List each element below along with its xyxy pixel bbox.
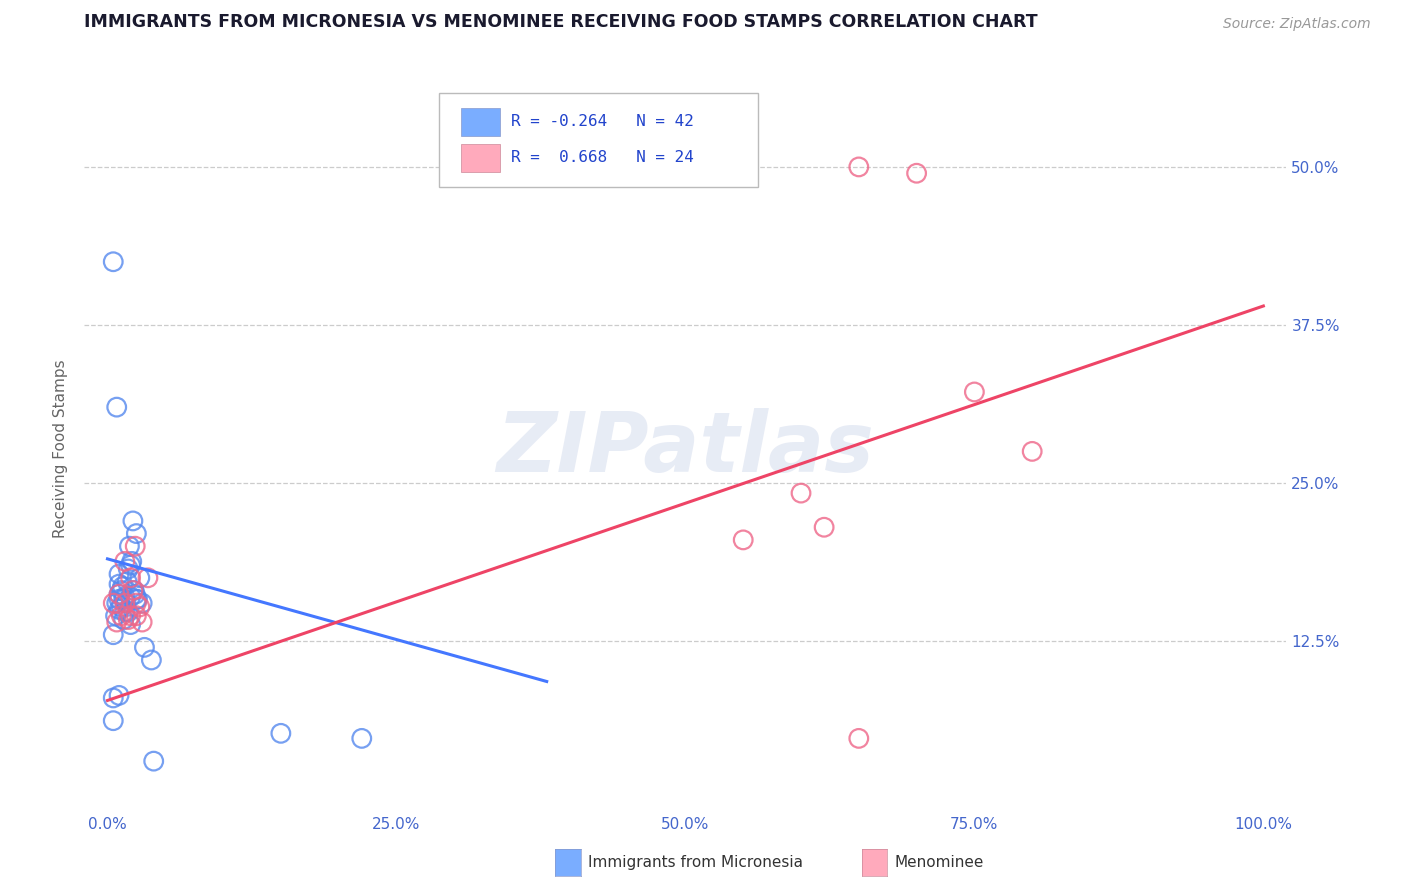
Point bbox=[128, 599, 150, 614]
Point bbox=[111, 580, 134, 594]
Point bbox=[122, 583, 145, 598]
Point bbox=[105, 615, 128, 629]
Text: ZIPatlas: ZIPatlas bbox=[496, 408, 875, 489]
Point bbox=[270, 726, 292, 740]
Point bbox=[142, 754, 165, 768]
Point bbox=[122, 514, 145, 528]
Point bbox=[105, 596, 128, 610]
Point bbox=[963, 384, 986, 399]
Point bbox=[104, 608, 127, 623]
Point bbox=[117, 605, 139, 619]
Point bbox=[120, 617, 142, 632]
Point bbox=[117, 562, 139, 576]
Point bbox=[108, 577, 131, 591]
Point bbox=[124, 539, 146, 553]
Point bbox=[134, 640, 156, 655]
Point bbox=[117, 613, 139, 627]
Text: R =  0.668   N = 24: R = 0.668 N = 24 bbox=[512, 150, 695, 165]
FancyBboxPatch shape bbox=[461, 145, 501, 172]
Point bbox=[114, 554, 136, 568]
Text: R = -0.264   N = 42: R = -0.264 N = 42 bbox=[512, 113, 695, 128]
Point bbox=[108, 587, 131, 601]
Point bbox=[112, 613, 135, 627]
Y-axis label: Receiving Food Stamps: Receiving Food Stamps bbox=[53, 359, 69, 538]
Point bbox=[125, 526, 148, 541]
Point bbox=[114, 590, 136, 604]
Point bbox=[124, 587, 146, 601]
Point bbox=[110, 583, 132, 598]
Point bbox=[103, 690, 125, 705]
Point bbox=[110, 599, 132, 614]
FancyBboxPatch shape bbox=[439, 94, 758, 186]
FancyBboxPatch shape bbox=[461, 108, 501, 136]
Point bbox=[121, 554, 143, 568]
Point bbox=[115, 596, 138, 610]
Point bbox=[125, 608, 148, 623]
Point bbox=[108, 567, 131, 582]
Point bbox=[120, 608, 142, 623]
Point bbox=[120, 590, 142, 604]
Point bbox=[120, 571, 142, 585]
Text: Source: ZipAtlas.com: Source: ZipAtlas.com bbox=[1223, 17, 1371, 31]
Point bbox=[813, 520, 835, 534]
Point bbox=[122, 583, 145, 598]
Point bbox=[125, 592, 148, 607]
Point bbox=[733, 533, 755, 547]
Point bbox=[103, 714, 125, 728]
Point bbox=[127, 592, 149, 607]
Point bbox=[108, 587, 131, 601]
Point bbox=[136, 571, 159, 585]
Point bbox=[115, 574, 138, 589]
Point bbox=[1021, 444, 1043, 458]
Point bbox=[114, 596, 136, 610]
Point bbox=[108, 689, 131, 703]
Text: Menominee: Menominee bbox=[894, 855, 984, 870]
Text: Immigrants from Micronesia: Immigrants from Micronesia bbox=[588, 855, 803, 870]
Point bbox=[105, 400, 128, 414]
Text: IMMIGRANTS FROM MICRONESIA VS MENOMINEE RECEIVING FOOD STAMPS CORRELATION CHART: IMMIGRANTS FROM MICRONESIA VS MENOMINEE … bbox=[84, 13, 1038, 31]
Point bbox=[125, 596, 148, 610]
Point bbox=[103, 628, 125, 642]
Point bbox=[108, 602, 131, 616]
Point bbox=[108, 592, 131, 607]
Point bbox=[114, 605, 136, 619]
Point bbox=[110, 608, 132, 623]
Point bbox=[128, 571, 150, 585]
Point bbox=[848, 731, 870, 746]
Point bbox=[905, 166, 928, 180]
Point bbox=[103, 596, 125, 610]
Point bbox=[790, 486, 813, 500]
Point bbox=[103, 254, 125, 268]
Point bbox=[131, 615, 153, 629]
Point bbox=[118, 539, 141, 553]
Point bbox=[350, 731, 373, 746]
Point bbox=[112, 592, 135, 607]
Point bbox=[120, 558, 142, 573]
Point bbox=[141, 653, 163, 667]
Point bbox=[131, 596, 153, 610]
Point bbox=[848, 160, 870, 174]
